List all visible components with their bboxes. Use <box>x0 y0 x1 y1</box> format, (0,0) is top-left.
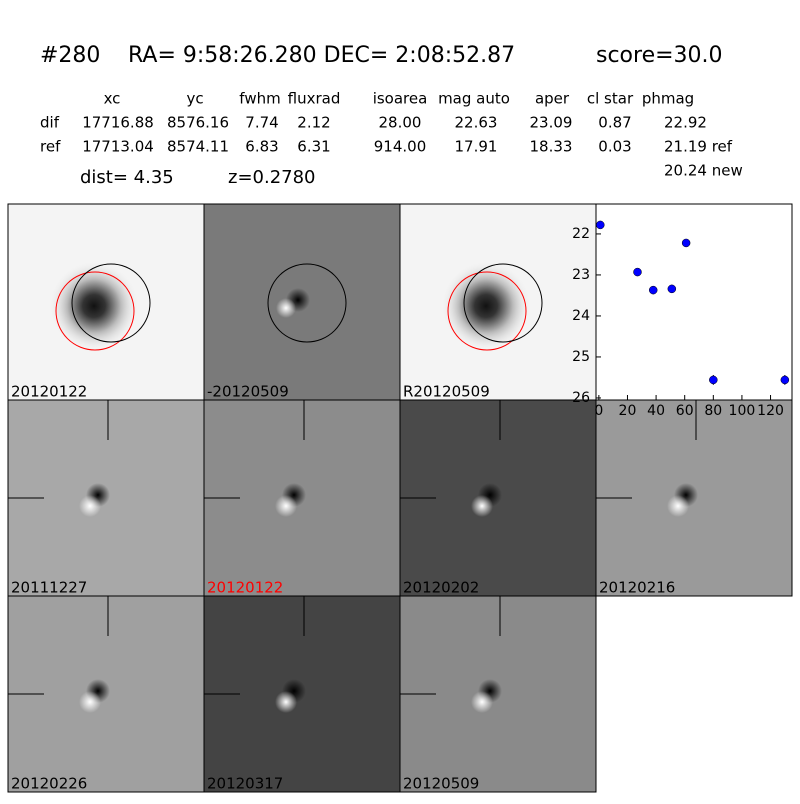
column-header: yc <box>186 90 203 108</box>
panel-label: 20120226 <box>11 775 87 793</box>
residual-bright <box>275 691 297 713</box>
data-point <box>648 285 658 295</box>
new-circle <box>71 263 151 343</box>
phmag-new: 20.24 new <box>664 162 743 180</box>
column-header: phmag <box>642 90 694 108</box>
column-header: aper <box>535 90 570 108</box>
panel-label: 20120122 <box>207 579 283 597</box>
column-header: fluxrad <box>288 90 341 108</box>
table-cell: 17713.04 <box>82 138 154 156</box>
table-cell: dif <box>40 114 60 132</box>
table-cell: 8576.16 <box>167 114 229 132</box>
residual-bright <box>275 495 297 517</box>
table-cell: 18.33 <box>530 138 573 156</box>
x-tick-label: 80 <box>704 403 722 419</box>
new-circle <box>463 263 543 343</box>
y-tick-label: 23 <box>572 267 590 283</box>
residual-bright <box>79 691 101 713</box>
table-cell: 914.00 <box>374 138 427 156</box>
table-cell: 6.31 <box>297 138 330 156</box>
ref-circle <box>55 271 135 351</box>
y-tick-label: 22 <box>572 226 590 242</box>
residual-bright <box>79 495 101 517</box>
table-cell: 22.63 <box>455 114 498 132</box>
table-cell: 21.19 ref <box>664 138 733 156</box>
data-point <box>780 375 790 385</box>
distance: dist= 4.35 <box>80 167 174 188</box>
table-cell: 0.87 <box>598 114 631 132</box>
table-cell: 7.74 <box>245 114 278 132</box>
y-tick-label: 26 <box>572 390 590 406</box>
x-tick-label: 0 <box>594 403 603 419</box>
table-cell: 0.03 <box>598 138 631 156</box>
table-cell: 23.09 <box>530 114 573 132</box>
new-circle <box>267 263 347 343</box>
host-galaxy <box>49 261 139 351</box>
residual-bright <box>667 495 689 517</box>
panel-label: R20120509 <box>403 383 490 401</box>
coordinates: RA= 9:58:26.280 DEC= 2:08:52.87 <box>128 43 515 68</box>
residual-bright <box>471 691 493 713</box>
column-header: isoarea <box>373 90 428 108</box>
plot-area <box>595 203 793 401</box>
score: score=30.0 <box>596 43 723 68</box>
column-header: fwhm <box>239 90 280 108</box>
host-galaxy <box>441 261 531 351</box>
panel-label: 20120317 <box>207 775 283 793</box>
data-point <box>681 238 691 248</box>
data-point <box>633 267 642 277</box>
column-header: cl star <box>587 90 634 108</box>
table-cell: 6.83 <box>245 138 278 156</box>
table-cell: 17.91 <box>455 138 498 156</box>
table-cell: 28.00 <box>379 114 422 132</box>
data-point <box>596 220 605 230</box>
ref-circle <box>447 271 527 351</box>
x-tick-label: 60 <box>676 403 694 419</box>
x-tick-label: 120 <box>757 403 784 419</box>
table-cell: 2.12 <box>297 114 330 132</box>
x-tick-label: 20 <box>619 403 637 419</box>
table-cell: 17716.88 <box>82 114 154 132</box>
y-tick-label: 24 <box>572 308 590 324</box>
residual-bright <box>276 298 296 318</box>
panel-label: 20120202 <box>403 579 479 597</box>
x-tick-label: 100 <box>729 403 756 419</box>
column-header: mag auto <box>438 90 510 108</box>
table-cell: ref <box>40 138 61 156</box>
table-cell: 8574.11 <box>167 138 229 156</box>
panel-label: -20120509 <box>207 383 289 401</box>
panel-label: 20111227 <box>11 579 87 597</box>
panel-label: 20120509 <box>403 775 479 793</box>
data-point <box>709 375 718 385</box>
column-header: xc <box>104 90 121 108</box>
x-tick-label: 40 <box>647 403 665 419</box>
panel-label: 20120216 <box>599 579 675 597</box>
residual-bright <box>471 495 493 517</box>
redshift: z=0.2780 <box>228 167 316 188</box>
table-cell: 22.92 <box>664 114 707 132</box>
candidate-id: #280 <box>40 43 100 68</box>
data-point <box>667 284 677 294</box>
y-tick-label: 25 <box>572 349 590 365</box>
panel-label: 20120122 <box>11 383 87 401</box>
